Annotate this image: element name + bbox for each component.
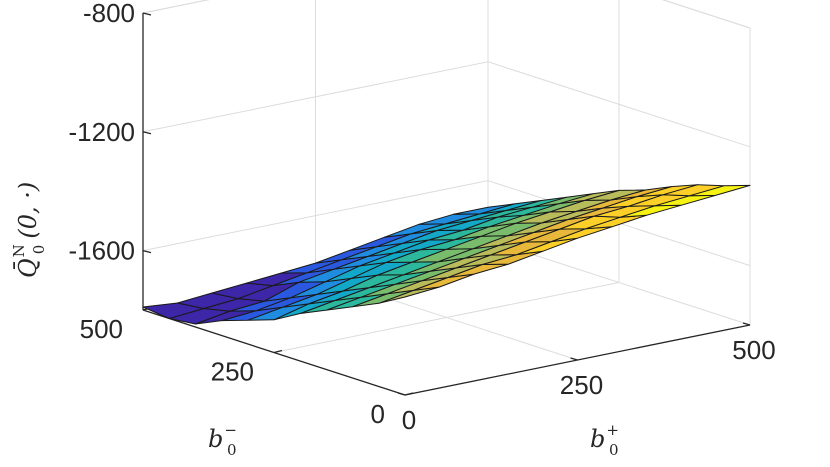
x-tick-label: 250 bbox=[560, 370, 603, 400]
x-axis-label: b+ 0 bbox=[590, 421, 619, 459]
y-axis-label: b− 0 bbox=[208, 421, 237, 459]
x-tick-mark bbox=[742, 322, 751, 326]
surface-patch bbox=[453, 203, 515, 215]
y-tick-label: 0 bbox=[371, 399, 385, 429]
right-top-edge bbox=[662, 0, 751, 29]
z-tick-mark bbox=[142, 131, 152, 135]
axes-box bbox=[142, 12, 751, 396]
y-tick-mark bbox=[404, 392, 414, 396]
y-gridline bbox=[273, 0, 620, 353]
surface-mesh bbox=[142, 184, 751, 325]
z-axis-label: Q̄N 0(0, ·) bbox=[10, 182, 48, 278]
y-tick-label: 250 bbox=[211, 357, 254, 387]
x-tick-label: 0 bbox=[402, 405, 416, 435]
x-tick-mark bbox=[570, 357, 578, 361]
z-tick-mark bbox=[142, 12, 152, 16]
x-tick-label: 500 bbox=[732, 335, 775, 365]
z-tick-label: -1600 bbox=[69, 236, 136, 266]
x-tick-mark bbox=[397, 392, 406, 396]
y-tick-mark bbox=[273, 349, 283, 354]
z-gridline bbox=[142, 61, 751, 148]
z-tick-mark bbox=[142, 249, 152, 254]
x-gridline bbox=[142, 13, 406, 396]
z-tick-label: -800 bbox=[83, 0, 135, 28]
z-gridline bbox=[142, 0, 751, 29]
y-tick-label: 500 bbox=[80, 314, 123, 344]
tick-labels: 0 250 500 0 250 500 -1600 -1200 -800 bbox=[69, 0, 776, 435]
z-tick-label: -1200 bbox=[69, 117, 136, 147]
back-top-edge bbox=[142, 0, 210, 14]
